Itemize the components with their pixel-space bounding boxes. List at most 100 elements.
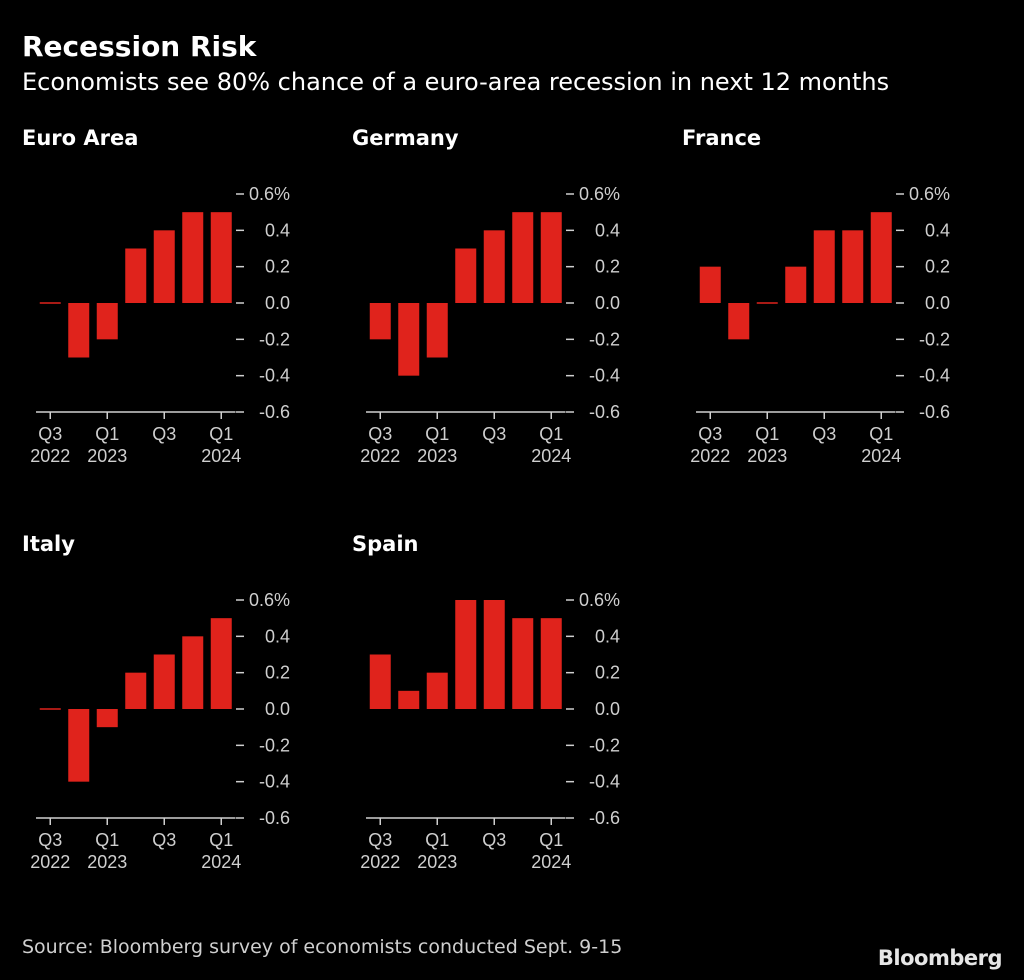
bar-0 bbox=[699, 266, 721, 303]
y-tick-label: -0.4 bbox=[589, 772, 620, 792]
bar-5 bbox=[182, 212, 204, 303]
x-tick-year-label: 2024 bbox=[531, 852, 571, 872]
chart-title: Recession Risk bbox=[22, 30, 257, 63]
y-tick-label: 0.6% bbox=[579, 184, 620, 204]
y-tick-label: -0.4 bbox=[589, 366, 620, 386]
x-tick-year-label: 2023 bbox=[417, 446, 457, 466]
x-tick-label: Q1 bbox=[95, 830, 119, 850]
bar-3 bbox=[125, 248, 147, 303]
bar-5 bbox=[842, 230, 864, 303]
bar-6 bbox=[210, 212, 232, 303]
y-tick-label: 0.0 bbox=[265, 699, 290, 719]
bar-5 bbox=[182, 636, 204, 709]
x-tick-label: Q1 bbox=[425, 830, 449, 850]
bar-4 bbox=[483, 600, 505, 709]
x-tick-year-label: 2024 bbox=[861, 446, 901, 466]
bar-0 bbox=[369, 303, 391, 340]
x-tick-year-label: 2022 bbox=[360, 446, 400, 466]
panel-italy: Italy Q3 2022 Q1 2023 Q3 Q1 2024 0.6% 0.4 0.2 0.0-… bbox=[22, 532, 342, 892]
bar-1 bbox=[68, 303, 90, 358]
panel-euro-area: Euro Area Q3 2022 Q1 2023 Q3 Q1 2024 0.6% 0.4 0.2… bbox=[22, 126, 342, 486]
y-tick-label: 0.4 bbox=[925, 220, 950, 240]
x-tick-label: Q3 bbox=[698, 424, 722, 444]
bar-2 bbox=[96, 303, 118, 340]
x-tick-label: Q1 bbox=[539, 830, 563, 850]
x-tick-label: Q1 bbox=[95, 424, 119, 444]
bar-1 bbox=[68, 709, 90, 782]
x-tick-label: Q3 bbox=[812, 424, 836, 444]
panel-title-euro-area: Euro Area bbox=[22, 126, 139, 150]
x-tick-year-label: 2023 bbox=[747, 446, 787, 466]
bar-4 bbox=[153, 654, 175, 709]
x-tick-label: Q3 bbox=[152, 830, 176, 850]
bar-6 bbox=[210, 618, 232, 709]
y-tick-label: -0.6 bbox=[259, 808, 290, 828]
x-tick-year-label: 2024 bbox=[531, 446, 571, 466]
x-tick-label: Q3 bbox=[38, 424, 62, 444]
y-tick-label: -0.4 bbox=[919, 366, 950, 386]
y-tick-label: 0.0 bbox=[595, 699, 620, 719]
chart-subtitle: Economists see 80% chance of a euro-area… bbox=[22, 68, 890, 96]
panel-spain: Spain Q3 2022 Q1 2023 Q3 Q1 2024 0.6% 0.4 0.2 0.0-… bbox=[352, 532, 672, 892]
x-tick-label: Q1 bbox=[869, 424, 893, 444]
x-tick-year-label: 2022 bbox=[30, 852, 70, 872]
y-tick-label: -0.6 bbox=[919, 402, 950, 422]
bar-1 bbox=[398, 303, 420, 376]
y-tick-label: 0.6% bbox=[909, 184, 950, 204]
bar-0 bbox=[39, 708, 61, 710]
x-tick-label: Q3 bbox=[482, 830, 506, 850]
bar-4 bbox=[153, 230, 175, 303]
source-note: Source: Bloomberg survey of economists c… bbox=[22, 936, 623, 958]
panel-title-spain: Spain bbox=[352, 532, 419, 556]
x-tick-label: Q3 bbox=[368, 424, 392, 444]
y-tick-label: -0.2 bbox=[919, 329, 950, 349]
y-tick-label: 0.2 bbox=[265, 257, 290, 277]
y-tick-label: 0.4 bbox=[265, 220, 290, 240]
y-tick-label: -0.4 bbox=[259, 772, 290, 792]
x-tick-label: Q3 bbox=[38, 830, 62, 850]
x-tick-year-label: 2023 bbox=[87, 446, 127, 466]
y-tick-label: 0.0 bbox=[595, 293, 620, 313]
bar-4 bbox=[813, 230, 835, 303]
y-tick-label: 0.6% bbox=[579, 590, 620, 610]
bar-3 bbox=[785, 266, 807, 303]
y-tick-label: 0.0 bbox=[925, 293, 950, 313]
x-tick-label: Q1 bbox=[209, 830, 233, 850]
y-tick-label: -0.6 bbox=[589, 402, 620, 422]
panel-title-italy: Italy bbox=[22, 532, 75, 556]
bloomberg-logo: Bloomberg bbox=[877, 946, 1003, 970]
bar-2 bbox=[96, 709, 118, 728]
bar-6 bbox=[540, 618, 562, 709]
x-tick-year-label: 2023 bbox=[417, 852, 457, 872]
x-tick-label: Q1 bbox=[755, 424, 779, 444]
bar-3 bbox=[455, 600, 477, 709]
panel-germany: Germany Q3 2022 Q1 2023 Q3 Q1 2024 0.6% 0.4 0.2 0.… bbox=[352, 126, 672, 486]
y-tick-label: 0.2 bbox=[595, 663, 620, 683]
x-tick-year-label: 2022 bbox=[690, 446, 730, 466]
y-tick-label: 0.0 bbox=[265, 293, 290, 313]
y-tick-label: 0.6% bbox=[249, 184, 290, 204]
x-tick-label: Q1 bbox=[539, 424, 563, 444]
x-tick-year-label: 2022 bbox=[30, 446, 70, 466]
x-tick-year-label: 2024 bbox=[201, 852, 241, 872]
bar-2 bbox=[426, 303, 448, 358]
y-tick-label: 0.4 bbox=[595, 220, 620, 240]
y-tick-label: -0.2 bbox=[589, 329, 620, 349]
panel-title-france: France bbox=[682, 126, 762, 150]
y-tick-label: -0.2 bbox=[259, 329, 290, 349]
panel-france: France Q3 2022 Q1 2023 Q3 Q1 2024 0.6% 0.4 0.2 0.0… bbox=[682, 126, 1002, 486]
x-tick-label: Q1 bbox=[425, 424, 449, 444]
x-tick-label: Q1 bbox=[209, 424, 233, 444]
y-tick-label: -0.6 bbox=[259, 402, 290, 422]
bar-2 bbox=[756, 302, 778, 304]
x-tick-year-label: 2023 bbox=[87, 852, 127, 872]
x-tick-year-label: 2024 bbox=[201, 446, 241, 466]
bar-3 bbox=[455, 248, 477, 303]
y-tick-label: 0.4 bbox=[265, 626, 290, 646]
panel-title-germany: Germany bbox=[352, 126, 459, 150]
